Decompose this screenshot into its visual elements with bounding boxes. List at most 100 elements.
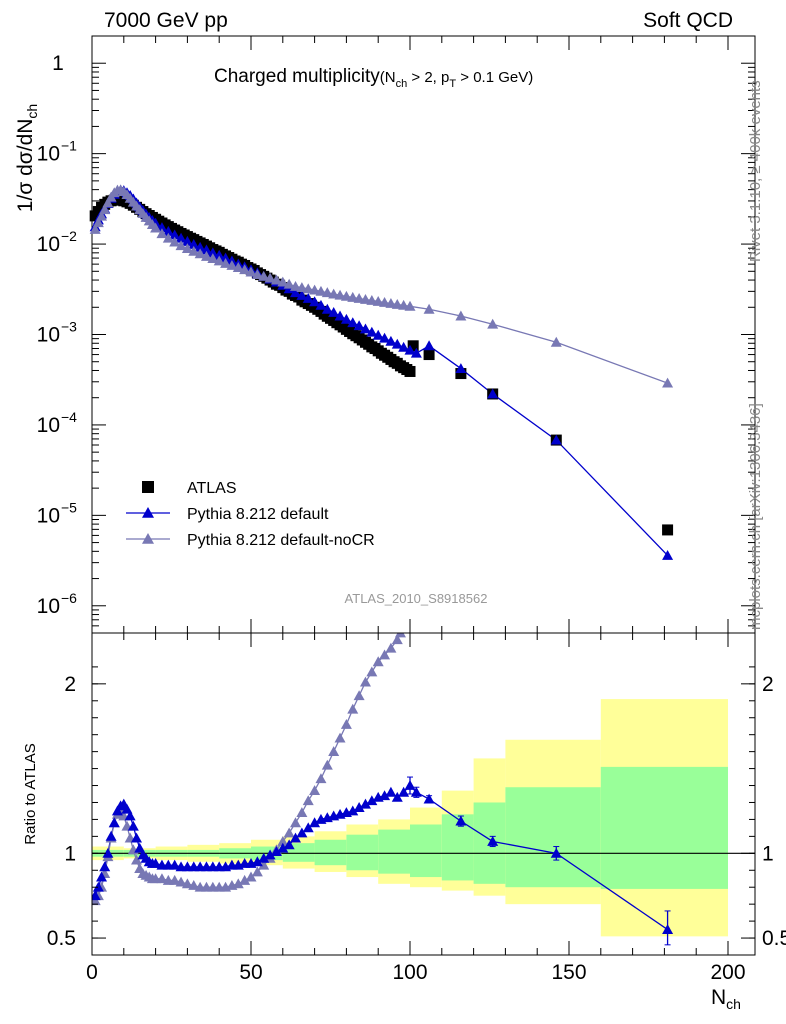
series-2-point [156,228,168,239]
ratio-series-1-point [290,817,302,828]
series-2-point [232,262,244,272]
series-2-point [359,293,371,304]
y-axis-label: 1/σ dσ/dNch [14,104,40,212]
ratio-series-1-point [188,880,200,890]
ratio-series-1-point [347,703,359,714]
series-2-point [309,284,321,295]
chart-title: Charged multiplicity(Nch > 2, pT > 0.1 G… [214,66,533,90]
main-panel: 110−110−210−310−410−510 −61/σ dσ/dNchChar… [14,35,756,634]
ratio-series-0-point [105,830,117,841]
series-2-point [264,272,276,283]
ratio-frame [91,632,756,956]
series-1-point [328,307,340,317]
series-1-point [385,335,397,346]
atlas-point [423,349,435,361]
ratio-series-0-point [309,817,321,828]
y-tick-exponent: −4 [61,409,77,425]
green-band [314,839,347,866]
ratio-series-1-point [181,878,193,889]
ratio-series-1-point [232,878,244,889]
ratio-series-0-point [258,852,270,863]
series-2-point [258,270,270,281]
series-1-point [379,332,391,343]
ratio-series-1-point [385,642,397,653]
series-2-point [162,232,174,243]
ratio-series-1-point [359,676,371,687]
ratio-series-0-point [270,846,282,857]
series-2-point [226,259,238,270]
ratio-series-1-point [309,785,321,796]
ratio-series-1-point [379,649,391,660]
series-2-point [175,240,187,251]
x-tick-label: 100 [392,961,427,984]
series-2-point [321,287,333,298]
series-1-point [423,340,435,351]
series-2-point [550,336,562,347]
x-tick-label: 0 [86,961,98,984]
series-1-point [359,323,371,334]
ratio-series-0-point [99,861,111,872]
series-1-point [372,329,384,340]
legend-marker [142,533,154,544]
series-1-point [302,293,314,303]
ratio-series-0-point [423,793,435,804]
ratio-series-0-point [150,857,162,868]
ratio-series-0-point [550,847,562,858]
series-1-point [404,344,416,355]
ratio-series-1-point [321,759,333,770]
ratio-series-0-point [169,859,181,870]
series-2-point [188,245,200,256]
series-1-point [220,252,232,263]
atlas-point [404,365,416,377]
x-axis-label: Nch [711,986,741,1012]
series-2-point [328,288,340,299]
ratio-y-tick-label-right: 0.5 [762,927,786,950]
series-1-point [487,388,499,399]
ratio-series-0-point [251,856,263,867]
ratio-series-1-point [251,866,263,877]
series-2-point [169,236,181,247]
ratio-series-1-point [283,827,295,838]
series-2-point [366,294,378,305]
y-tick-label: 10 [37,414,60,437]
ratio-series-0-point [108,817,120,828]
x-tick-label: 50 [239,961,262,984]
y-tick-exponent: −2 [61,228,77,244]
ratio-y-axis-label: Ratio to ATLAS [22,743,39,844]
series-1-point [309,296,321,307]
y-tick-label: 10 [37,143,60,166]
series-1-point [207,247,219,258]
ratio-series-1-point [175,876,187,887]
y-tick-label: 10 [37,324,60,347]
ratio-series-0-point [366,795,378,806]
series-2-point [220,257,232,268]
ratio-series-1-point [340,719,352,729]
ratio-series-0-point [487,835,499,846]
green-band [600,766,728,889]
legend-label: ATLAS [187,480,237,497]
ratio-series-0-point [121,803,133,814]
ratio-series-1-point [239,874,251,885]
ratio-series-0-point [127,820,139,831]
ratio-series-0-point [296,827,308,838]
series-2-point [353,293,365,303]
ratio-series-0-point [385,786,397,797]
series-1-point [188,238,200,249]
ratio-series-0-point [398,786,410,797]
series-2-point [379,296,391,307]
legend-label: Pythia 8.212 default-noCR [187,532,375,549]
rivet-side-label: Rivet 3.1.10, ≥ 400k events [747,80,764,262]
series-1-point [340,313,352,324]
ratio-series-1-point [366,666,378,677]
series-2-point [404,300,416,311]
series-1-point [391,338,403,349]
series-1-point [169,229,181,240]
ratio-series-1-point [156,873,168,884]
series-1-point [366,326,378,337]
y-tick-label: 1 [52,52,64,75]
ratio-content [92,633,755,946]
series-2-point [207,253,219,264]
series-1-point [398,341,410,352]
atlas-point [662,524,674,536]
